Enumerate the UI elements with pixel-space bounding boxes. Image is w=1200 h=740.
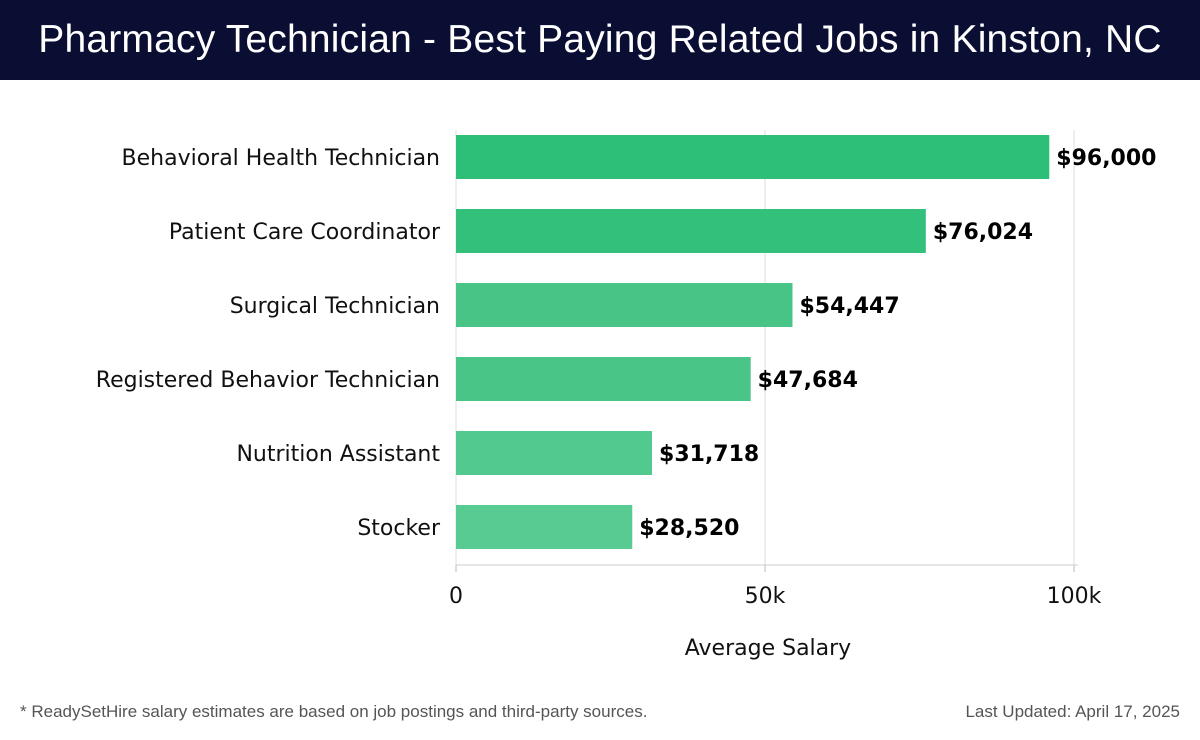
value-labels: $96,000 $76,024 $54,447 $47,684 $31,718 $28,5… [639, 146, 1156, 541]
category-label: Stocker [357, 516, 441, 541]
value-label: $28,520 [639, 516, 739, 541]
value-label: $96,000 [1056, 146, 1156, 171]
bar [456, 135, 1050, 179]
header-banner: Pharmacy Technician - Best Paying Relate… [0, 0, 1200, 80]
x-axis-title: Average Salary [685, 636, 851, 661]
x-tick-label: 0 [449, 584, 463, 609]
bar [456, 209, 926, 253]
bars [456, 135, 1050, 549]
value-label: $31,718 [659, 442, 759, 467]
category-label: Behavioral Health Technician [122, 146, 440, 171]
bar [456, 283, 793, 327]
salary-bar-chart: Behavioral Health Technician Patient Care… [96, 130, 1156, 661]
x-axis: 0 50k 100k [449, 564, 1102, 609]
bar [456, 357, 751, 401]
category-label: Registered Behavior Technician [96, 368, 440, 393]
value-label: $47,684 [758, 368, 858, 393]
x-tick-label: 100k [1047, 584, 1102, 609]
x-tick-label: 50k [745, 584, 786, 609]
bar [456, 431, 653, 475]
value-label: $76,024 [933, 220, 1033, 245]
bar [456, 505, 633, 549]
page-title: Pharmacy Technician - Best Paying Relate… [38, 18, 1162, 61]
last-updated: Last Updated: April 17, 2025 [965, 702, 1180, 721]
category-labels: Behavioral Health Technician Patient Care… [96, 146, 441, 541]
footnote: * ReadySetHire salary estimates are base… [20, 702, 648, 721]
category-label: Surgical Technician [230, 294, 440, 319]
value-label: $54,447 [799, 294, 899, 319]
category-label: Patient Care Coordinator [169, 220, 441, 245]
category-label: Nutrition Assistant [236, 442, 440, 467]
gridlines [455, 130, 1075, 565]
